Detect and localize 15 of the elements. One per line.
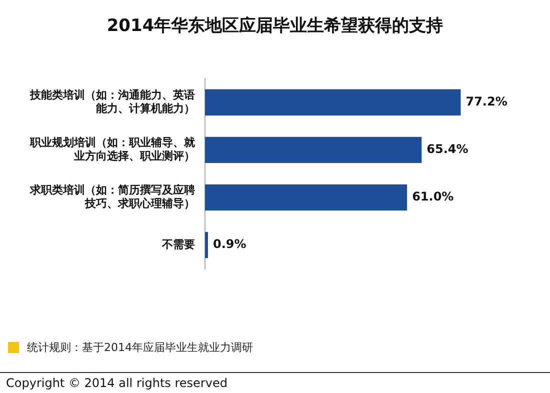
data-label: 65.4% xyxy=(426,142,468,156)
bar xyxy=(205,184,408,211)
text: 统计规则：基于2014年应届毕业生就业力调研 xyxy=(27,340,253,355)
y-tick-label: 职业规划培训（如：职业辅导、就业方向选择、职业测评） xyxy=(29,136,195,162)
y-tick-label: 不需要 xyxy=(161,238,195,251)
data-label: 0.9% xyxy=(212,237,246,252)
text: Copyright © 2014 all rights reserved xyxy=(6,376,228,390)
bar xyxy=(205,232,208,258)
data-label: 77.2% xyxy=(466,94,508,108)
y-tick-label: 技能类培训（如：沟通能力、英语能力、计算机能力） xyxy=(29,88,195,115)
bar xyxy=(205,89,461,116)
data-label: 61.0% xyxy=(412,190,454,204)
bar xyxy=(205,136,422,163)
chart-title: 2014年华东地区应届毕业生希望获得的支持 xyxy=(106,15,444,37)
y-tick-label: 求职类培训（如：简历撰写及应聘技巧、求职心理辅导） xyxy=(29,184,195,210)
